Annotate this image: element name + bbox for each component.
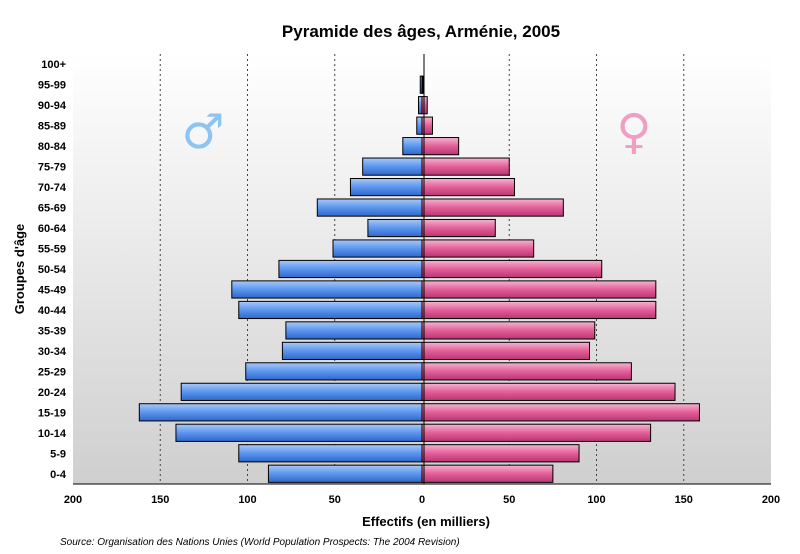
x-tick-label: 150 — [675, 494, 693, 506]
female-bar — [421, 116, 433, 135]
female-bar — [421, 259, 603, 279]
y-tick-label: 20-24 — [38, 387, 67, 399]
male-bar — [180, 382, 423, 401]
female-bar — [421, 362, 632, 381]
y-tick-label: 0-4 — [50, 469, 67, 481]
y-tick-label: 5-9 — [50, 448, 66, 460]
male-bar — [175, 423, 423, 442]
female-bar — [421, 218, 496, 238]
male-bar — [349, 177, 423, 197]
y-tick-label: 50-54 — [38, 264, 67, 276]
female-bar — [421, 321, 596, 340]
male-bar — [332, 239, 423, 258]
x-tick-label: 100 — [587, 494, 605, 506]
female-bar — [421, 239, 535, 258]
x-axis-title: Effectifs (en milliers) — [362, 514, 490, 529]
female-bar — [421, 382, 676, 401]
y-tick-label: 60-64 — [38, 223, 67, 235]
male-bar — [418, 96, 423, 115]
y-tick-label: 45-49 — [38, 284, 66, 296]
male-bar — [138, 403, 423, 422]
x-tick-labels: 200 150 100 50 0 50 100 150 200 — [64, 494, 780, 506]
female-bar — [421, 177, 515, 197]
y-tick-label: 15-19 — [38, 407, 66, 419]
male-bar — [362, 157, 423, 176]
male-bar — [245, 362, 423, 381]
x-tick-label: 100 — [238, 494, 256, 506]
male-bar — [367, 218, 423, 238]
y-axis-title: Groupes d'âge — [12, 224, 27, 315]
y-tick-label: 85-89 — [38, 121, 66, 133]
male-bar — [281, 341, 423, 361]
male-symbol-icon: ♂ — [181, 104, 224, 160]
female-bar — [421, 137, 460, 156]
female-bar — [421, 423, 652, 442]
female-bar — [421, 280, 657, 299]
female-bar — [421, 157, 510, 176]
y-tick-label: 10-14 — [38, 428, 67, 440]
y-tick-label: 30-34 — [38, 346, 67, 358]
female-series — [421, 75, 700, 483]
y-tick-label: 100+ — [41, 59, 66, 71]
female-symbol-icon: ♀ — [616, 104, 651, 160]
x-tick-label: 0 — [419, 494, 425, 506]
male-bar — [285, 321, 423, 340]
female-bar — [421, 403, 700, 422]
male-bar — [402, 137, 423, 156]
female-bar — [421, 75, 424, 94]
y-tick-label: 90-94 — [38, 100, 67, 112]
y-tick-label: 70-74 — [38, 182, 67, 194]
male-bar — [267, 464, 423, 483]
male-bar — [238, 300, 423, 320]
x-tick-label: 50 — [503, 494, 515, 506]
male-bar — [238, 444, 423, 463]
female-bar — [421, 96, 428, 115]
chart-title: Pyramide des âges, Arménie, 2005 — [282, 22, 560, 41]
female-bar — [421, 300, 657, 320]
female-bar — [421, 341, 591, 361]
source-note: Source: Organisation des Nations Unies (… — [60, 537, 460, 548]
y-tick-labels: 0-4 5-9 10-14 15-19 20-24 25-29 30-34 35-39 40-4… — [38, 59, 67, 481]
x-tick-label: 200 — [64, 494, 82, 506]
y-tick-label: 35-39 — [38, 325, 66, 337]
male-bar — [231, 280, 423, 299]
male-bar — [316, 198, 423, 217]
y-tick-label: 95-99 — [38, 80, 66, 92]
y-tick-label: 75-79 — [38, 162, 66, 174]
female-bar — [421, 464, 554, 483]
y-tick-label: 55-59 — [38, 244, 66, 256]
male-series — [138, 75, 423, 483]
female-bar — [421, 198, 564, 217]
x-tick-label: 150 — [151, 494, 169, 506]
x-tick-label: 200 — [762, 494, 780, 506]
female-bar — [421, 444, 580, 463]
y-tick-label: 25-29 — [38, 366, 66, 378]
y-tick-label: 65-69 — [38, 203, 66, 215]
y-tick-label: 40-44 — [38, 305, 67, 317]
x-tick-label: 50 — [329, 494, 341, 506]
male-bar — [416, 116, 423, 135]
male-bar — [278, 259, 423, 279]
y-tick-label: 80-84 — [38, 141, 67, 153]
